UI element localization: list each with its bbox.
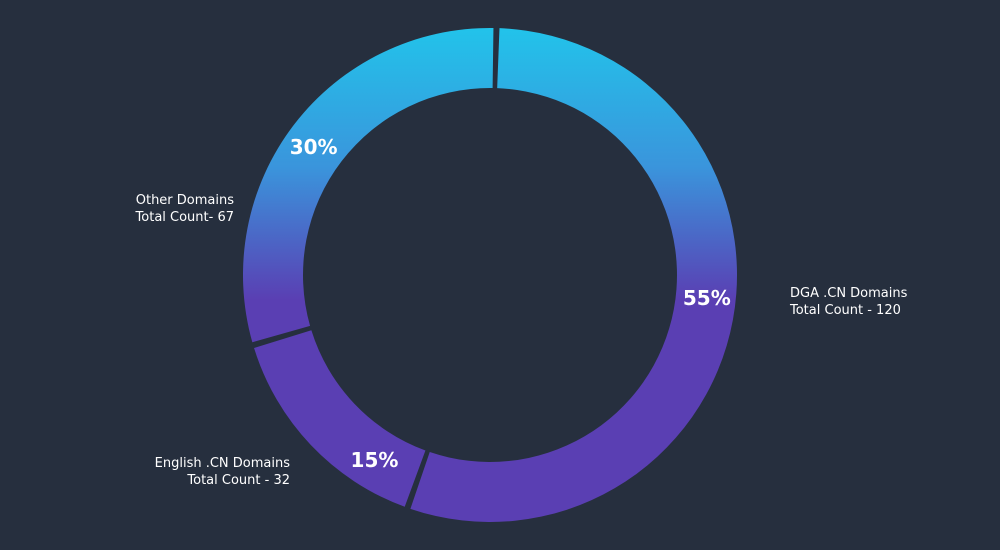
callout-other-domains: Other Domains Total Count- 67 xyxy=(136,192,234,226)
callout-name: DGA .CN Domains xyxy=(790,286,908,301)
slice-percent-label-other: 30% xyxy=(290,135,338,159)
callout-name: English .CN Domains xyxy=(154,456,290,471)
donut-slice-english-cn xyxy=(254,330,426,507)
slice-percent-label-dga-cn: 55% xyxy=(683,286,731,310)
callout-count: Total Count - 32 xyxy=(187,473,290,488)
callout-name: Other Domains xyxy=(135,193,234,208)
donut-slice-dga-cn xyxy=(410,28,738,522)
callout-dga-cn-domains: DGA .CN Domains Total Count - 120 xyxy=(790,285,907,319)
callout-count: Total Count - 120 xyxy=(790,303,901,318)
donut-slice-other xyxy=(242,28,494,343)
callout-english-cn-domains: English .CN Domains Total Count - 32 xyxy=(155,455,290,489)
callout-count: Total Count- 67 xyxy=(135,210,234,225)
slice-percent-label-english-cn: 15% xyxy=(351,448,399,472)
